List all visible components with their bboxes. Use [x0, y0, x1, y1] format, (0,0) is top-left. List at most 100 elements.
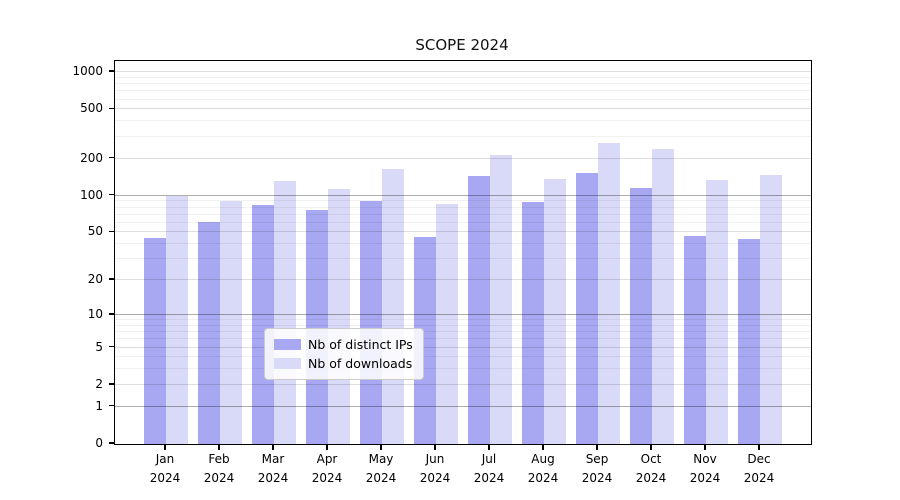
gridline-minor — [115, 258, 811, 260]
bar-downloads-feb — [220, 201, 242, 444]
y-tick-label: 50 — [87, 224, 103, 239]
x-tick-mark — [272, 444, 274, 450]
y-tick-mark — [109, 442, 114, 444]
y-tick-label: 100 — [80, 187, 103, 202]
plot-area — [114, 60, 812, 445]
x-tick-mark — [434, 444, 436, 450]
x-tick-mark — [758, 444, 760, 450]
gridline-major — [115, 346, 811, 348]
x-tick-label: Sep 2024 — [581, 452, 613, 485]
bar-distinct-ips-aug — [522, 202, 544, 444]
gridline-minor — [115, 98, 811, 100]
gridline-minor — [115, 120, 811, 122]
x-tick-mark — [596, 444, 598, 450]
gridline-minor — [115, 324, 811, 326]
x-tick-mark — [704, 444, 706, 450]
x-tick-label: Apr 2024 — [311, 452, 343, 485]
y-tick-mark — [109, 193, 114, 196]
x-tick-mark — [164, 444, 166, 450]
y-tick-label: 10 — [87, 306, 103, 321]
bar-distinct-ips-mar — [252, 204, 274, 444]
x-tick-mark — [218, 444, 220, 450]
bar-distinct-ips-jul — [468, 175, 490, 444]
bar-downloads-sep — [598, 143, 620, 444]
gridline-minor — [115, 206, 811, 208]
gridline-minor — [115, 83, 811, 85]
x-tick-label: Aug 2024 — [527, 452, 559, 485]
bar-downloads-apr — [328, 188, 350, 444]
legend-item-downloads: Nb of downloads — [274, 354, 413, 373]
x-tick-label: Feb 2024 — [203, 452, 235, 485]
bar-distinct-ips-feb — [198, 221, 220, 444]
y-tick-mark — [109, 383, 114, 385]
gridline-major — [115, 157, 811, 159]
gridline-major — [115, 108, 811, 110]
gridline-minor — [115, 319, 811, 321]
y-tick-label: 1 — [95, 398, 103, 413]
bar-distinct-ips-sep — [576, 173, 598, 444]
y-tick-label: 2 — [95, 376, 103, 391]
gridline-major — [115, 383, 811, 385]
bar-distinct-ips-may — [360, 200, 382, 444]
y-tick-label: 1000 — [72, 64, 103, 79]
y-tick-label: 0 — [95, 436, 103, 450]
y-tick-mark — [109, 70, 114, 72]
gridline-minor — [115, 213, 811, 215]
gridline-minor — [115, 368, 811, 370]
gridline-major — [115, 71, 811, 73]
legend-item-distinct-ips: Nb of distinct IPs — [274, 335, 413, 354]
x-tick-mark — [326, 444, 328, 450]
chart-title: SCOPE 2024 — [415, 36, 509, 54]
gridline-major — [115, 405, 811, 407]
y-tick-mark — [109, 313, 114, 315]
y-tick-label: 200 — [80, 150, 103, 165]
gridline-minor — [115, 221, 811, 223]
y-tick-label: 20 — [87, 272, 103, 287]
bar-downloads-may — [382, 168, 404, 444]
bar-distinct-ips-oct — [630, 188, 652, 444]
bar-distinct-ips-jan — [144, 237, 166, 444]
bar-downloads-dec — [760, 174, 782, 444]
legend-swatch-distinct-ips — [274, 339, 301, 350]
bar-downloads-nov — [706, 180, 728, 444]
y-tick-label: 5 — [95, 339, 103, 354]
bar-distinct-ips-dec — [738, 239, 760, 444]
bar-downloads-jul — [490, 155, 512, 444]
x-tick-mark — [542, 444, 544, 450]
gridline-minor — [115, 76, 811, 78]
x-tick-label: Mar 2024 — [257, 452, 289, 485]
gridline-major — [115, 231, 811, 233]
legend-label-downloads: Nb of downloads — [308, 356, 413, 371]
gridline-minor — [115, 338, 811, 340]
y-tick-mark — [109, 405, 114, 407]
y-tick-mark — [109, 278, 114, 280]
x-tick-label: Jun 2024 — [419, 452, 451, 485]
x-tick-label: May 2024 — [365, 452, 397, 485]
legend: Nb of distinct IPs Nb of downloads — [264, 328, 424, 380]
bar-downloads-mar — [274, 180, 296, 444]
x-tick-mark — [488, 444, 490, 450]
gridline-major — [115, 194, 811, 196]
x-tick-mark — [380, 444, 382, 450]
legend-swatch-downloads — [274, 358, 301, 369]
y-tick-mark — [109, 345, 114, 348]
legend-label-distinct-ips: Nb of distinct IPs — [308, 337, 413, 352]
x-tick-label: Dec 2024 — [743, 452, 775, 485]
y-tick-label: 500 — [80, 101, 103, 116]
x-tick-label: Oct 2024 — [635, 452, 667, 485]
x-tick-mark — [650, 444, 652, 450]
bar-downloads-oct — [652, 149, 674, 444]
x-tick-label: Nov 2024 — [689, 452, 721, 485]
y-tick-mark — [109, 230, 114, 233]
y-tick-mark — [109, 156, 114, 159]
bar-downloads-jan — [166, 195, 188, 444]
gridline-minor — [115, 135, 811, 137]
gridline-minor — [115, 200, 811, 202]
bar-distinct-ips-apr — [306, 210, 328, 444]
y-tick-mark — [109, 107, 114, 110]
x-tick-label: Jul 2024 — [473, 452, 505, 485]
gridline-minor — [115, 243, 811, 245]
bar-distinct-ips-jun — [414, 236, 436, 444]
x-tick-label: Jan 2024 — [149, 452, 181, 485]
